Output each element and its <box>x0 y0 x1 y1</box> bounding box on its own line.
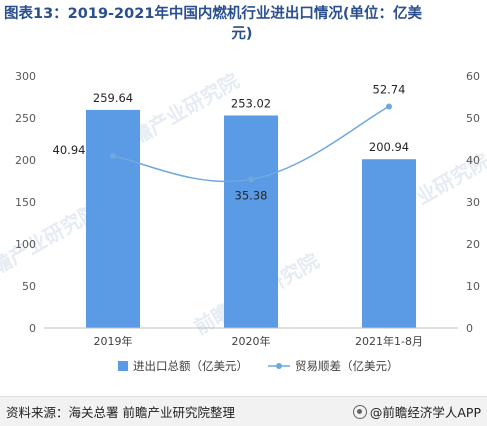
x-tick-label: 2019年 <box>94 334 133 348</box>
legend: 进出口总额（亿美元） 贸易顺差（亿美元） <box>118 359 399 373</box>
brand-text: @前瞻经济学人APP <box>369 405 481 420</box>
bar <box>86 109 140 328</box>
line-value-label: 40.94 <box>53 143 86 157</box>
y-right-tick-label: 60 <box>466 70 480 83</box>
line-point <box>110 153 116 160</box>
bar-value-label: 253.02 <box>231 96 271 110</box>
bar <box>224 115 278 329</box>
y-right-tick-label: 50 <box>466 112 480 125</box>
line-point <box>386 103 392 110</box>
bar-value-label: 259.64 <box>93 91 133 105</box>
bar <box>362 159 416 328</box>
y-right-tick-label: 0 <box>466 322 473 335</box>
y-right-tick-label: 10 <box>466 280 480 293</box>
chart-title-line2: 元) <box>231 26 253 42</box>
legend-line-marker <box>276 363 282 369</box>
y-left-tick-label: 150 <box>15 196 36 209</box>
y-right-tick-label: 40 <box>466 154 480 167</box>
chart: 前瞻产业研究院前瞻产业研究院前瞻产业研究院前瞻产业研究院 05010015020… <box>0 69 487 373</box>
line-value-label: 35.38 <box>235 188 268 202</box>
y-left-tick-label: 250 <box>15 112 36 125</box>
y-left-tick-label: 0 <box>29 322 36 335</box>
brand: @前瞻经济学人APP <box>352 402 481 421</box>
y-left-tick-label: 200 <box>15 154 36 167</box>
y-left-tick-label: 300 <box>15 70 36 83</box>
brand-logo-icon <box>352 404 367 419</box>
axes: 0 50 100 150 200 250 300 0 10 20 30 40 50 60 2019年 2020… <box>15 70 480 348</box>
footer-bar: 资料来源：海关总署 前瞻产业研究院整理 @前瞻经济学人APP <box>0 396 487 426</box>
line-series <box>110 103 392 183</box>
source-text: 资料来源：海关总署 前瞻产业研究院整理 <box>6 405 235 420</box>
y-left-tick-label: 50 <box>22 280 36 293</box>
data-labels: 259.64 253.02 200.94 40.94 35.38 52.74 <box>53 82 410 202</box>
bar-series <box>86 109 416 329</box>
legend-line-label: 贸易顺差（亿美元） <box>295 359 399 373</box>
line-point <box>248 176 254 183</box>
chart-title: 图表13：2019-2021年中国内燃机行业进出口情况(单位：亿美 元) <box>4 4 480 44</box>
chart-title-line1: 图表13：2019-2021年中国内燃机行业进出口情况(单位：亿美 <box>4 6 423 22</box>
y-right-tick-label: 20 <box>466 238 480 251</box>
legend-bar-swatch <box>118 361 128 371</box>
y-right-tick-label: 30 <box>466 196 480 209</box>
bar-value-label: 200.94 <box>369 140 409 154</box>
x-tick-label: 2020年 <box>232 334 271 348</box>
y-left-tick-label: 100 <box>15 238 36 251</box>
x-tick-label: 2021年1-8月 <box>355 334 423 348</box>
line-value-label: 52.74 <box>373 82 406 96</box>
legend-bar-label: 进出口总额（亿美元） <box>133 359 248 373</box>
